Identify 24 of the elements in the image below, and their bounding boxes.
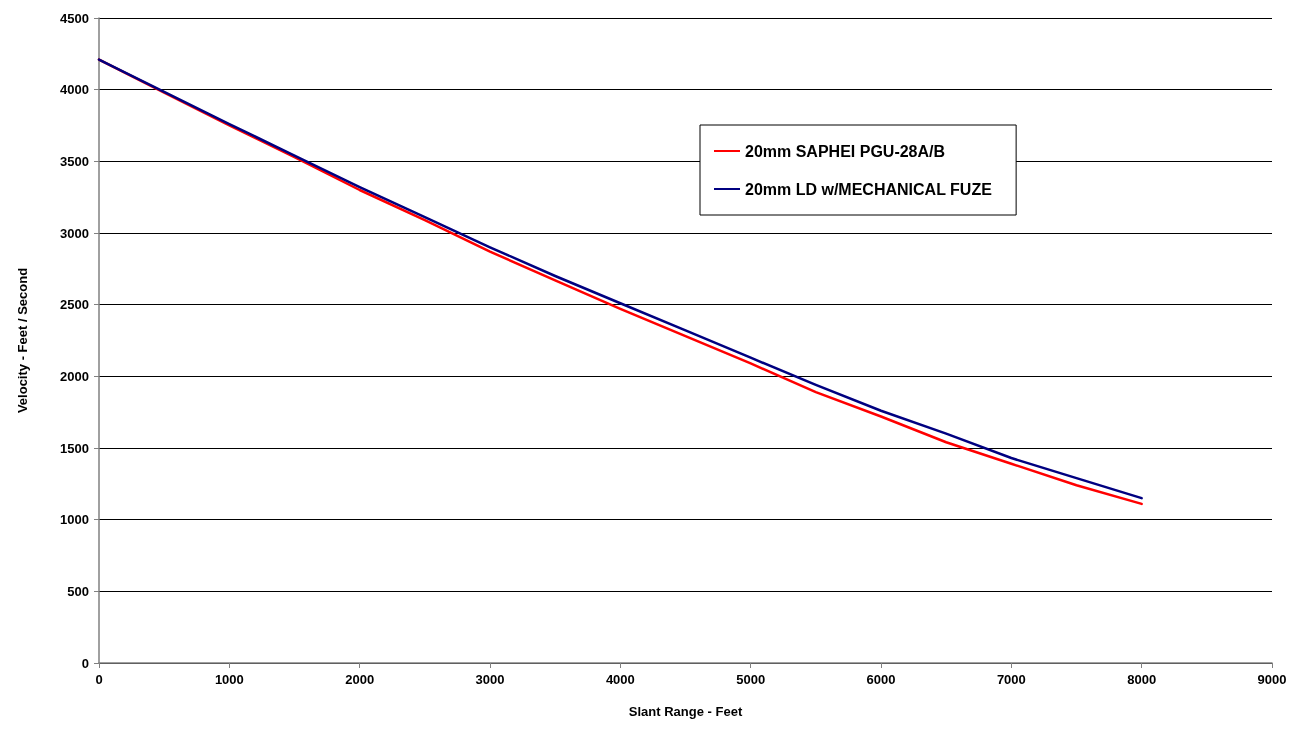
y-tick-label: 3000: [60, 225, 89, 241]
x-axis-title: Slant Range - Feet: [628, 704, 743, 719]
legend-label: 20mm SAPHEI PGU-28A/B: [745, 142, 946, 160]
x-tick-label: 3000: [475, 672, 505, 687]
x-tick-label: 0: [95, 672, 103, 687]
y-tick-label: 3500: [60, 153, 89, 169]
y-tick-label: 1000: [60, 512, 89, 528]
x-tick-label: 9000: [1257, 672, 1287, 687]
x-tick-label: 1000: [214, 672, 244, 687]
x-tick-label: 6000: [866, 672, 896, 687]
y-tick-label: 0: [81, 655, 89, 671]
x-tick-label: 5000: [736, 672, 766, 687]
y-tick-label: 2000: [60, 368, 89, 384]
x-tick-label: 4000: [605, 672, 635, 687]
x-tick-label: 8000: [1127, 672, 1157, 687]
y-tick-label: 4500: [60, 10, 89, 26]
legend-label: 20mm LD w/MECHANICAL FUZE: [745, 180, 993, 198]
y-tick-label: 2500: [60, 297, 89, 313]
x-tick-label: 7000: [996, 672, 1026, 687]
y-tick-label: 4000: [60, 82, 89, 98]
y-tick-label: 1500: [60, 440, 89, 456]
x-tick-label: 2000: [345, 672, 375, 687]
y-axis-title: Velocity - Feet / Second: [15, 267, 30, 414]
y-tick-label: 500: [67, 583, 89, 599]
